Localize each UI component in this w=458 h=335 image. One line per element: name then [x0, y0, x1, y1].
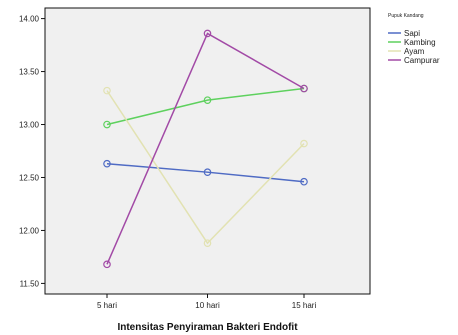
data-point [203, 29, 212, 38]
legend-title: Pupuk Kandang [388, 13, 424, 19]
data-point [203, 239, 212, 247]
series-layer [103, 29, 308, 269]
data-point [103, 260, 111, 269]
data-point [103, 86, 111, 95]
data-point [203, 168, 212, 176]
x-axis: 5 hari 10 hari 15 hari [97, 294, 316, 310]
data-point [203, 96, 212, 104]
x-tick-label: 10 hari [195, 301, 220, 310]
series-line [106, 32, 305, 265]
plot-area [44, 7, 371, 295]
data-point [300, 84, 308, 93]
legend-item: Campurar [388, 56, 440, 65]
data-point [103, 159, 111, 168]
x-tick-label: 15 hari [292, 301, 317, 310]
y-tick-label: 12.50 [19, 173, 40, 182]
legend-item: Sapi [388, 29, 420, 38]
y-axis: 11.50 12.00 12.50 13.00 13.50 14.00 [19, 15, 45, 288]
series-line [106, 90, 305, 245]
y-tick-label: 14.00 [19, 15, 40, 24]
legend-item: Kambing [388, 38, 436, 47]
x-axis-title: Intensitas Penyiraman Bakteri Endofit [117, 322, 298, 333]
data-point [103, 120, 111, 129]
y-tick-label: 13.00 [19, 121, 40, 130]
data-point [300, 139, 308, 148]
series-line [106, 87, 305, 126]
series-sapi [103, 159, 308, 186]
legend-label: Kambing [404, 38, 436, 47]
data-point [300, 177, 308, 186]
legend-label: Campurar [404, 56, 440, 65]
legend-label: Sapi [404, 29, 420, 38]
legend-label: Ayam [404, 47, 425, 56]
y-tick-label: 13.50 [19, 68, 40, 77]
series-ayam [103, 86, 308, 247]
series-line [106, 162, 305, 183]
series-campurar [103, 29, 308, 269]
legend-item: Ayam [388, 47, 425, 56]
x-tick-label: 5 hari [97, 301, 117, 310]
y-tick-label: 12.00 [19, 226, 40, 235]
y-tick-label: 11.50 [20, 279, 40, 288]
